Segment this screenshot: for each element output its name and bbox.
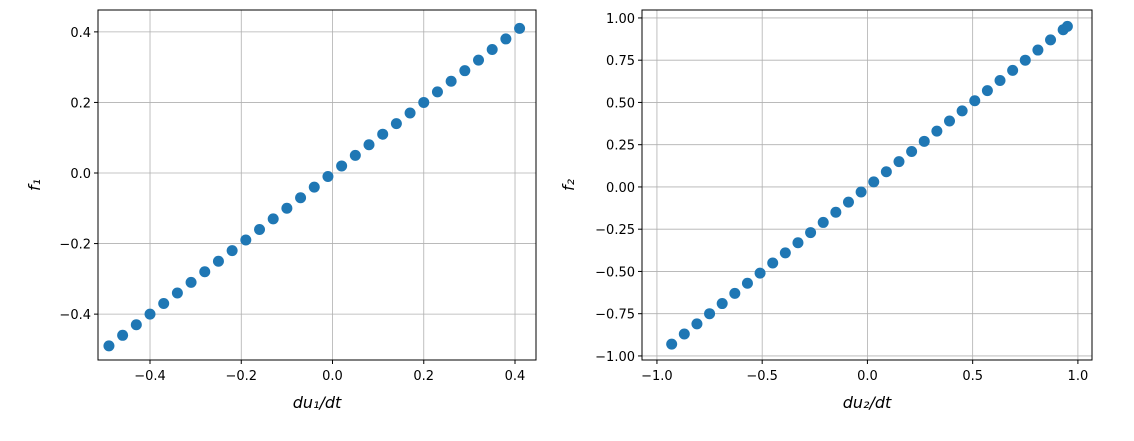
scatter-point <box>226 245 238 257</box>
x-tick-label: 0.5 <box>962 369 983 384</box>
scatter-point <box>418 96 430 108</box>
x-axis-label: du₂/dt <box>843 393 892 412</box>
scatter-point <box>704 308 716 320</box>
y-tick-label: −0.50 <box>595 265 635 280</box>
scatter-point <box>931 125 943 137</box>
scatter-point <box>1032 44 1044 56</box>
scatter-point <box>473 54 485 66</box>
scatter-point <box>390 118 402 130</box>
scatter-point <box>969 95 981 107</box>
x-tick-label: 0.4 <box>505 369 526 384</box>
scatter-point <box>868 176 880 188</box>
x-tick-label: 1.0 <box>1068 369 1089 384</box>
y-tick-label: 0.75 <box>606 54 635 69</box>
x-tick-label: 0.0 <box>857 369 878 384</box>
scatter-point <box>754 267 766 279</box>
scatter-point <box>1061 20 1073 32</box>
scatter-point <box>666 338 678 350</box>
scatter-point <box>308 181 320 193</box>
scatter-point <box>741 277 753 289</box>
scatter-point <box>817 216 829 228</box>
scatter-point <box>691 318 703 330</box>
scatter-point <box>377 128 389 140</box>
scatter-point <box>779 247 791 259</box>
scatter-point <box>918 135 930 147</box>
y-tick-label: 1.00 <box>606 12 635 27</box>
y-axis-label: f₁ <box>25 179 44 191</box>
scatter-point <box>349 149 361 161</box>
scatter-point <box>1007 64 1019 76</box>
x-tick-label: 0.2 <box>413 369 434 384</box>
scatter-point <box>956 105 968 117</box>
scatter-point <box>880 166 892 178</box>
scatter-point <box>486 44 498 56</box>
scatter-point <box>729 287 741 299</box>
scatter-point <box>363 139 375 151</box>
scatter-point <box>267 213 279 225</box>
scatter-point <box>144 308 156 320</box>
y-tick-label: 0.2 <box>70 96 91 111</box>
axes-frame <box>97 9 537 361</box>
y-tick-label: −0.75 <box>595 308 635 323</box>
scatter-point <box>792 237 804 249</box>
scatter-point <box>336 160 348 172</box>
y-tick-label: 0.25 <box>606 139 635 154</box>
y-tick-label: 0.50 <box>606 96 635 111</box>
scatter-point <box>171 287 183 299</box>
scatter-point <box>981 85 993 97</box>
scatter-point <box>767 257 779 269</box>
scatter-point <box>842 196 854 208</box>
scatter-point <box>855 186 867 198</box>
scatter-point <box>1045 34 1057 46</box>
y-tick-label: 0.00 <box>606 181 635 196</box>
scatter-point <box>295 192 307 204</box>
x-tick-label: −1.0 <box>641 369 673 384</box>
scatter-point <box>445 75 457 87</box>
x-tick-label: −0.2 <box>225 369 257 384</box>
scatter-point <box>281 202 293 214</box>
scatter-point <box>404 107 416 119</box>
scatter-point <box>185 276 197 288</box>
scatter-point <box>944 115 956 127</box>
scatter-point <box>158 298 170 310</box>
scatter-point <box>678 328 690 340</box>
y-tick-label: −0.4 <box>59 308 91 323</box>
scatter-point <box>240 234 252 246</box>
x-tick-label: 0.0 <box>322 369 343 384</box>
scatter-point <box>906 145 918 157</box>
scatter-point <box>1019 54 1031 66</box>
scatter-point <box>716 298 728 310</box>
y-tick-label: −1.00 <box>595 350 635 365</box>
scatter-point <box>500 33 512 45</box>
scatter-point <box>322 171 334 183</box>
y-tick-label: 0.4 <box>70 26 91 41</box>
scatter-point <box>130 319 142 331</box>
scatter-point <box>103 340 115 352</box>
axes-frame <box>641 9 1093 361</box>
scatter-point <box>459 65 471 77</box>
scatter-point <box>805 227 817 239</box>
scatter-point <box>117 329 129 341</box>
scatter-point <box>893 156 905 168</box>
y-tick-label: 0.0 <box>70 167 91 182</box>
y-axis-label: f₂ <box>559 178 578 191</box>
scatter-point <box>830 206 842 218</box>
y-tick-label: −0.25 <box>595 223 635 238</box>
scatter-point <box>212 255 224 267</box>
scatter-point <box>514 22 526 34</box>
y-tick-label: −0.2 <box>59 238 91 253</box>
scatter-point <box>994 74 1006 86</box>
scatter-point <box>254 223 266 235</box>
x-axis-label: du₁/dt <box>293 393 342 412</box>
x-tick-label: −0.5 <box>746 369 778 384</box>
x-tick-label: −0.4 <box>134 369 166 384</box>
scatter-point <box>199 266 211 278</box>
scatter-point <box>431 86 443 98</box>
